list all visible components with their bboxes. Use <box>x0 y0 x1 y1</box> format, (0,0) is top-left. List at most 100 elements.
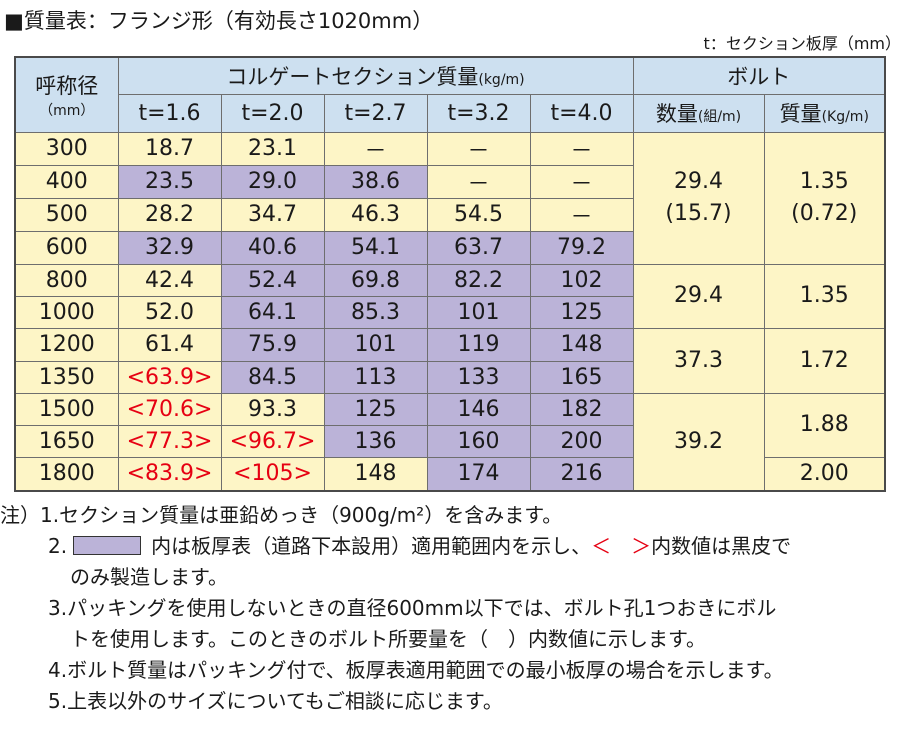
diameter-cell: 500 <box>14 197 119 232</box>
notes: 注）1.セクション質量は亜鉛めっき（900g/m²）を含みます。 2. 内は板厚表… <box>0 500 791 717</box>
diameter-cell: 1000 <box>14 295 119 329</box>
mass-cell: <77.3> <box>117 424 222 458</box>
mass-cell: 136 <box>323 424 428 458</box>
mass-cell: <83.9> <box>117 456 222 491</box>
bolt-mass-cell: 2.00 <box>763 456 886 491</box>
mass-cell: 28.2 <box>117 197 222 232</box>
bolt-mass-header: 質量(Kg/m) <box>763 93 886 133</box>
table-row: 400 23.5 29.0 38.6 － － <box>14 164 885 199</box>
note-2-cont: のみ製造します。 <box>70 565 228 589</box>
mass-cell: 119 <box>426 327 531 362</box>
table-row: 800 42.4 52.4 69.8 82.2 102 29.4 1.35 <box>14 263 886 329</box>
table-row: 1200 61.4 75.9 101 119 148 37.3 1.72 <box>14 327 886 394</box>
bolt-mass-cell: 1.88 <box>763 392 886 458</box>
mass-cell: 69.8 <box>323 263 428 297</box>
mass-cell: 101 <box>323 327 428 362</box>
diameter-cell: 1350 <box>14 360 119 394</box>
mass-cell: 63.7 <box>426 230 531 265</box>
mass-cell: 23.1 <box>220 131 325 166</box>
mass-cell: 93.3 <box>220 392 325 426</box>
bolt-count-header: 数量(組/m) <box>632 93 765 133</box>
mass-cell: 160 <box>426 424 531 458</box>
mass-cell: 82.2 <box>426 263 531 297</box>
diameter-cell: 300 <box>14 131 119 166</box>
mass-cell: － <box>529 131 634 166</box>
page-title: ■質量表：フランジ形（有効長さ1020mm） <box>4 9 434 33</box>
thickness-header: t=4.0 <box>529 93 634 133</box>
red-bracket-mark: ＜ ＞ <box>591 534 652 558</box>
mass-cell: 75.9 <box>220 327 325 362</box>
mass-cell: － <box>426 164 531 199</box>
mass-cell: <96.7> <box>220 424 325 458</box>
mass-cell: 113 <box>323 360 428 394</box>
mass-cell: 133 <box>426 360 531 394</box>
bolt-header: ボルト <box>632 56 886 95</box>
mass-cell: 23.5 <box>117 164 222 199</box>
bolt-mass-cell: 1.72 <box>763 327 886 394</box>
mass-cell: <105> <box>220 456 325 491</box>
mass-cell: <70.6> <box>117 392 222 426</box>
mass-cell: 18.7 <box>117 131 222 166</box>
thickness-header: t=2.7 <box>323 93 428 133</box>
mass-cell: 29.0 <box>220 164 325 199</box>
table-row: 1650 <77.3> <96.7> 136 160 200 <box>14 424 885 458</box>
diameter-cell: 400 <box>14 164 119 199</box>
mass-cell: 148 <box>529 327 634 362</box>
mass-cell: 125 <box>529 295 634 329</box>
table-row: 600 32.9 40.6 54.1 63.7 79.2 <box>14 230 885 265</box>
mass-cell: 61.4 <box>117 327 222 362</box>
mass-cell: 102 <box>529 263 634 297</box>
note-5: 5.上表以外のサイズについてもご相談に応じます。 <box>48 689 503 713</box>
table-row: 1000 52.0 64.1 85.3 101 125 <box>14 295 885 329</box>
section-mass-header: コルゲートセクション質量(kg/m) <box>117 56 634 95</box>
table-row: 1800 <83.9> <105> 148 174 216 2.00 <box>14 456 886 491</box>
mass-cell: 216 <box>529 456 634 491</box>
table-row: 300 18.7 23.1 － － － 29.4 (15.7) 1.35 (0.72… <box>14 131 886 265</box>
thickness-header: t=3.2 <box>426 93 531 133</box>
mass-cell: 174 <box>426 456 531 491</box>
thickness-header: t=2.0 <box>220 93 325 133</box>
mass-cell: 34.7 <box>220 197 325 232</box>
bolt-count-cell: 29.4 (15.7) <box>632 131 765 265</box>
bolt-count-cell: 39.2 <box>632 392 765 491</box>
mass-cell: 101 <box>426 295 531 329</box>
bolt-mass-cell: 1.35 <box>763 263 886 329</box>
mass-cell: <63.9> <box>117 360 222 394</box>
diameter-cell: 1500 <box>14 392 119 426</box>
diameter-cell: 800 <box>14 263 119 297</box>
bolt-mass-cell: 1.35 (0.72) <box>763 131 886 265</box>
mass-cell: 148 <box>323 456 428 491</box>
legend-swatch <box>73 536 142 555</box>
table-row: 1500 <70.6> 93.3 125 146 182 39.2 1.88 <box>14 392 886 491</box>
note-3: 3.パッキングを使用しないときの直径600mm以下では、ボルト孔1つおきにボル <box>48 596 777 620</box>
mass-cell: － <box>529 164 634 199</box>
mass-cell: 182 <box>529 392 634 426</box>
note-2: 2. 内は板厚表（道路下本設用）適用範囲内を示し、＜ ＞内数値は黒皮で <box>48 534 792 558</box>
mass-cell: 85.3 <box>323 295 428 329</box>
bolt-count-cell: 37.3 <box>632 327 765 394</box>
bolt-count-cell: 29.4 <box>632 263 765 329</box>
mass-cell: 79.2 <box>529 230 634 265</box>
mass-cell: － <box>323 131 428 166</box>
mass-cell: － <box>426 131 531 166</box>
note-4: 4.ボルト質量はパッキング付で、板厚表適用範囲での最小板厚の場合を示します。 <box>48 658 784 682</box>
mass-cell: 54.5 <box>426 197 531 232</box>
mass-cell: 200 <box>529 424 634 458</box>
diameter-cell: 1650 <box>14 424 119 458</box>
mass-cell: 52.4 <box>220 263 325 297</box>
mass-cell: 52.0 <box>117 295 222 329</box>
mass-cell: － <box>529 197 634 232</box>
mass-cell: 84.5 <box>220 360 325 394</box>
thickness-header: t=1.6 <box>117 93 222 133</box>
table-row: 500 28.2 34.7 46.3 54.5 － <box>14 197 885 232</box>
mass-cell: 165 <box>529 360 634 394</box>
thickness-note: t：セクション板厚（mm） <box>703 34 901 53</box>
mass-cell: 146 <box>426 392 531 426</box>
note-3-cont: トを使用します。このときのボルト所要量を（ ）内数値に示します。 <box>70 627 706 651</box>
diameter-cell: 1200 <box>14 327 119 362</box>
mass-cell: 54.1 <box>323 230 428 265</box>
diameter-cell: 1800 <box>14 456 119 491</box>
diameter-header: 呼称径 （mm） <box>14 56 119 133</box>
note-1: 注）1.セクション質量は亜鉛めっき（900g/m²）を含みます。 <box>0 503 563 527</box>
diameter-cell: 600 <box>14 230 119 265</box>
